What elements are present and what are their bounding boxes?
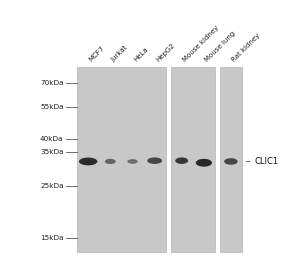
Ellipse shape [196,159,212,167]
Text: HepG2: HepG2 [155,42,176,63]
Ellipse shape [79,158,97,165]
Ellipse shape [105,159,116,164]
Bar [220,67,242,252]
Text: 15kDa: 15kDa [40,235,64,241]
Text: CLIC1: CLIC1 [254,157,278,166]
Ellipse shape [127,159,138,164]
Text: 25kDa: 25kDa [40,183,64,189]
Text: 35kDa: 35kDa [40,149,64,155]
Text: 40kDa: 40kDa [40,136,64,142]
Text: Jurkat: Jurkat [110,44,129,63]
Ellipse shape [175,157,188,164]
Ellipse shape [147,157,162,164]
Bar [77,67,166,252]
Text: HeLa: HeLa [132,46,149,63]
Bar [171,67,215,252]
Text: MCF7: MCF7 [88,45,106,63]
Text: 70kDa: 70kDa [40,80,64,86]
Text: Rat kidney: Rat kidney [231,32,261,63]
Text: Mouse kidney: Mouse kidney [182,24,220,63]
Text: 55kDa: 55kDa [40,104,64,110]
Ellipse shape [224,158,238,165]
Text: Mouse lung: Mouse lung [204,30,237,63]
